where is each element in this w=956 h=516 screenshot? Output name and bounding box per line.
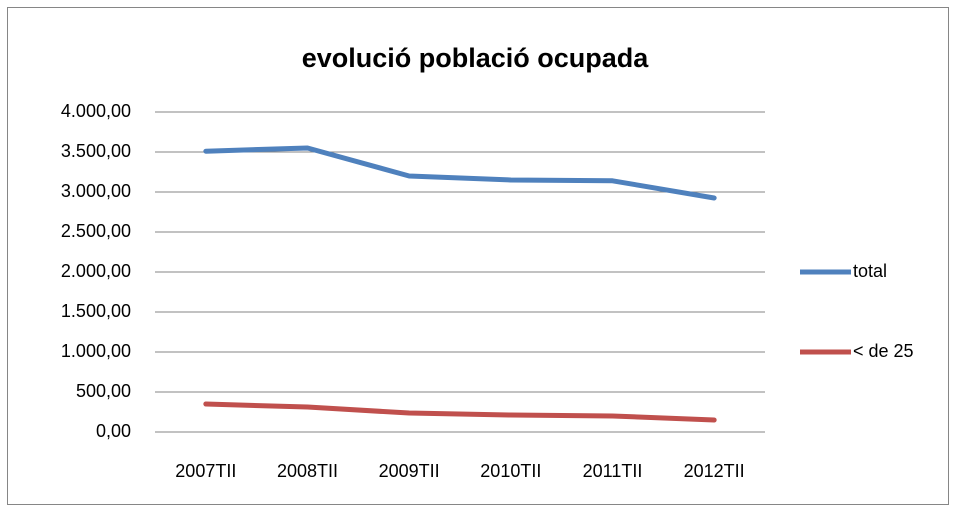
y-tick-label: 1.000,00 (61, 341, 131, 361)
chart-title: evolució població ocupada (302, 43, 650, 73)
series-line (203, 401, 717, 423)
x-tick-label: 2008TII (277, 461, 338, 481)
y-tick-label: 2.000,00 (61, 261, 131, 281)
y-tick-label: 0,00 (96, 421, 131, 441)
y-tick-label: 4.000,00 (61, 101, 131, 121)
legend-label: total (853, 261, 887, 281)
x-tick-label: 2012TII (684, 461, 745, 481)
x-tick-label: 2010TII (480, 461, 541, 481)
x-tick-label: 2009TII (379, 461, 440, 481)
y-tick-label: 3.000,00 (61, 181, 131, 201)
chart-border (7, 7, 949, 505)
series-line (203, 145, 717, 201)
y-tick-label: 3.500,00 (61, 141, 131, 161)
x-tick-label: 2011TII (583, 461, 643, 481)
y-tick-label: 1.500,00 (61, 301, 131, 321)
legend-label: < de 25 (853, 341, 914, 361)
y-tick-label: 2.500,00 (61, 221, 131, 241)
y-tick-label: 500,00 (76, 381, 131, 401)
x-tick-label: 2007TII (175, 461, 236, 481)
